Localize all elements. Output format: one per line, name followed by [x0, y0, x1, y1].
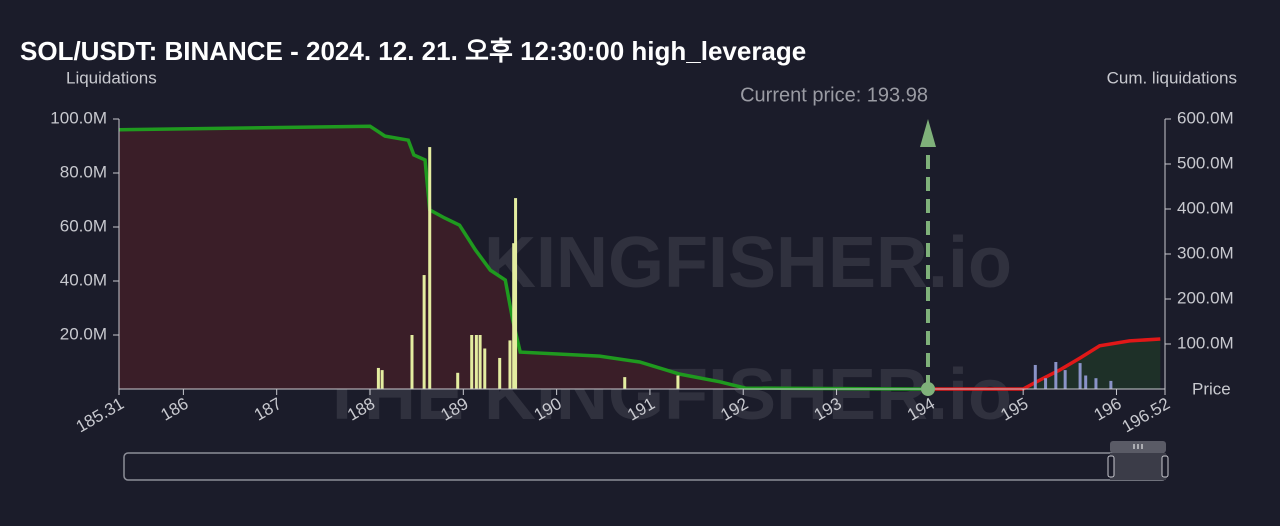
y2-tick-label: 600.0M [1177, 108, 1234, 127]
bar [470, 335, 474, 389]
y-tick-label: 80.0M [60, 162, 107, 181]
y2-tick-label: 400.0M [1177, 198, 1234, 217]
bar [474, 335, 478, 389]
bar [1094, 378, 1098, 389]
y2-tick-label: 300.0M [1177, 243, 1234, 262]
current-price-dot [920, 382, 935, 396]
x-tick-label: 186 [158, 394, 192, 425]
bar [623, 377, 627, 389]
bar [1063, 370, 1067, 389]
bar [380, 370, 384, 389]
bar [456, 372, 460, 389]
area [925, 339, 1161, 389]
y2-tick-label: 500.0M [1177, 153, 1234, 172]
bar [483, 348, 487, 389]
y-axis-title: Liquidations [66, 68, 157, 87]
range-slider[interactable] [123, 441, 1169, 481]
bar [1109, 380, 1113, 389]
x-tick-label: 196.52 [1119, 394, 1174, 436]
current-price-label: Current price: 193.98 [740, 84, 928, 106]
y-tick-label: 60.0M [60, 216, 107, 235]
bar [1054, 362, 1058, 389]
bar [1044, 378, 1048, 389]
bar [1078, 363, 1082, 389]
x-tick-label: 187 [251, 394, 285, 425]
bar [1084, 375, 1088, 389]
y2-tick-label: 200.0M [1177, 288, 1234, 307]
y2-tick-label: 100.0M [1177, 333, 1234, 352]
bar [478, 335, 482, 389]
bar [498, 357, 502, 389]
x-axis-title: Price [1192, 379, 1231, 398]
y-tick-label: 40.0M [60, 270, 107, 289]
x-tick-label: 185.31 [73, 394, 128, 436]
line [925, 337, 1161, 391]
bar [410, 335, 414, 389]
y2-axis-title: Cum. liquidations [1107, 68, 1237, 87]
bar [1033, 364, 1037, 389]
bar [514, 198, 518, 389]
bar [376, 367, 380, 389]
bar [422, 275, 426, 389]
bar [508, 340, 512, 389]
chart-title: SOL/USDT: BINANCE - 2024. 12. 21. 오후 12:… [20, 36, 806, 66]
area [119, 126, 926, 389]
y-tick-label: 100.0M [50, 108, 107, 127]
bar [512, 243, 516, 389]
bar [676, 375, 680, 389]
y-tick-label: 20.0M [60, 324, 107, 343]
line [118, 124, 926, 391]
bar [428, 147, 432, 389]
current-price-arrow [919, 119, 936, 147]
